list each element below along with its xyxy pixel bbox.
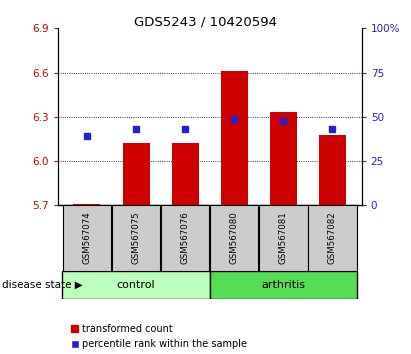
Text: GSM567081: GSM567081 [279,212,288,264]
Legend: transformed count, percentile rank within the sample: transformed count, percentile rank withi… [71,324,247,349]
Text: control: control [117,280,155,290]
Bar [210,271,357,299]
Text: disease state ▶: disease state ▶ [2,280,83,290]
Bar [270,113,297,205]
Bar [308,205,357,271]
Bar [122,143,150,205]
Text: GSM567080: GSM567080 [230,212,239,264]
Bar [161,205,210,271]
Bar [210,205,259,271]
Text: GSM567075: GSM567075 [132,212,141,264]
Bar [259,205,307,271]
Bar [172,143,199,205]
Bar [319,135,346,205]
Bar [221,71,248,205]
Text: GDS5243 / 10420594: GDS5243 / 10420594 [134,16,277,29]
Bar [62,205,111,271]
Text: GSM567074: GSM567074 [83,212,92,264]
Bar [74,204,100,205]
Text: GSM567076: GSM567076 [180,212,189,264]
Text: arthritis: arthritis [261,280,305,290]
Bar [62,271,210,299]
Text: GSM567082: GSM567082 [328,212,337,264]
Bar [112,205,160,271]
